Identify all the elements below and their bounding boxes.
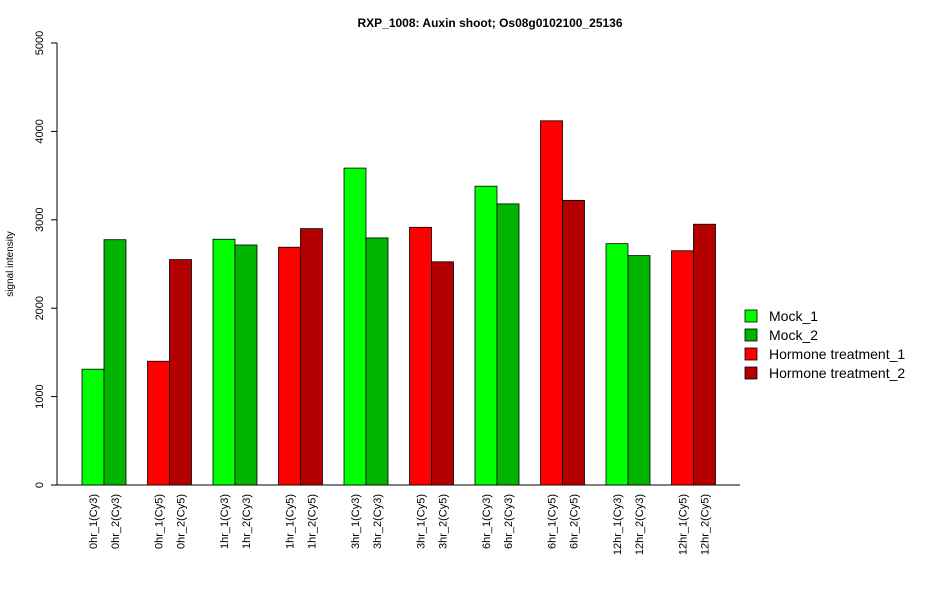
x-tick-label: 12hr_1(Cy3) (612, 494, 624, 555)
y-tick-label: 2000 (34, 296, 46, 320)
x-tick-label: 12hr_1(Cy5) (678, 494, 690, 555)
x-tick-labels: 0hr_1(Cy3) 0hr_2(Cy3) 0hr_1(Cy5) 0hr_2(Cy5)… (88, 494, 712, 555)
x-tick-label: 1hr_2(Cy3) (241, 494, 253, 549)
legend-swatch (744, 366, 758, 380)
bar (234, 244, 258, 486)
bar (474, 185, 498, 486)
x-tick-label: 1hr_1(Cy5) (285, 494, 297, 549)
legend-label: Mock_2 (769, 327, 818, 343)
y-tick-label: 3000 (34, 208, 46, 232)
bar (693, 223, 716, 486)
y-tick-label: 5000 (34, 31, 46, 55)
chart-title: RXP_1008: Auxin shoot; Os08g0102100_2513… (357, 16, 622, 30)
x-tick-label: 0hr_1(Cy5) (154, 494, 166, 549)
bar (365, 237, 389, 486)
bar (671, 250, 694, 486)
bars-group (57, 120, 740, 486)
bar (81, 368, 105, 486)
x-tick-label: 3hr_1(Cy5) (416, 494, 428, 549)
legend-label: Hormone treatment_1 (769, 346, 905, 362)
x-tick-label: 12hr_2(Cy5) (700, 494, 712, 555)
bar (169, 259, 192, 486)
bar (605, 243, 629, 486)
x-tick-label: 1hr_1(Cy3) (219, 494, 231, 549)
x-tick-label: 3hr_1(Cy3) (350, 494, 362, 549)
bar (278, 246, 301, 486)
legend-label: Hormone treatment_2 (769, 365, 905, 381)
y-axis: 0 1000 2000 3000 4000 5000 (34, 31, 58, 488)
y-tick-label: 1000 (34, 384, 46, 408)
bar (343, 167, 367, 486)
legend-swatch (744, 328, 758, 342)
bar (409, 226, 432, 486)
y-axis-label: signal intensity (5, 231, 16, 297)
x-tick-label: 6hr_1(Cy3) (481, 494, 493, 549)
bar (562, 199, 585, 486)
bar (627, 255, 651, 486)
bar (300, 228, 323, 486)
bar (496, 203, 520, 486)
y-tick-label: 0 (34, 482, 46, 488)
bar (431, 261, 454, 486)
bar (147, 360, 170, 486)
x-tick-label: 12hr_2(Cy3) (634, 494, 646, 555)
legend: Mock_1 Mock_2 Hormone treatment_1 Hormone t… (744, 308, 905, 381)
bar (103, 239, 127, 486)
x-tick-label: 6hr_2(Cy3) (503, 494, 515, 549)
y-tick-label: 4000 (34, 119, 46, 143)
x-tick-label: 0hr_2(Cy3) (110, 494, 122, 549)
legend-swatch (744, 347, 758, 361)
x-tick-label: 0hr_1(Cy3) (88, 494, 100, 549)
legend-swatch (744, 309, 758, 323)
x-tick-label: 6hr_1(Cy5) (547, 494, 559, 549)
x-tick-label: 1hr_2(Cy5) (307, 494, 319, 549)
bar (540, 120, 563, 486)
legend-label: Mock_1 (769, 308, 818, 324)
bar (212, 238, 236, 486)
x-tick-label: 0hr_2(Cy5) (176, 494, 188, 549)
x-tick-label: 6hr_2(Cy5) (569, 494, 581, 549)
x-tick-label: 3hr_2(Cy3) (372, 494, 384, 549)
x-tick-label: 3hr_2(Cy5) (438, 494, 450, 549)
